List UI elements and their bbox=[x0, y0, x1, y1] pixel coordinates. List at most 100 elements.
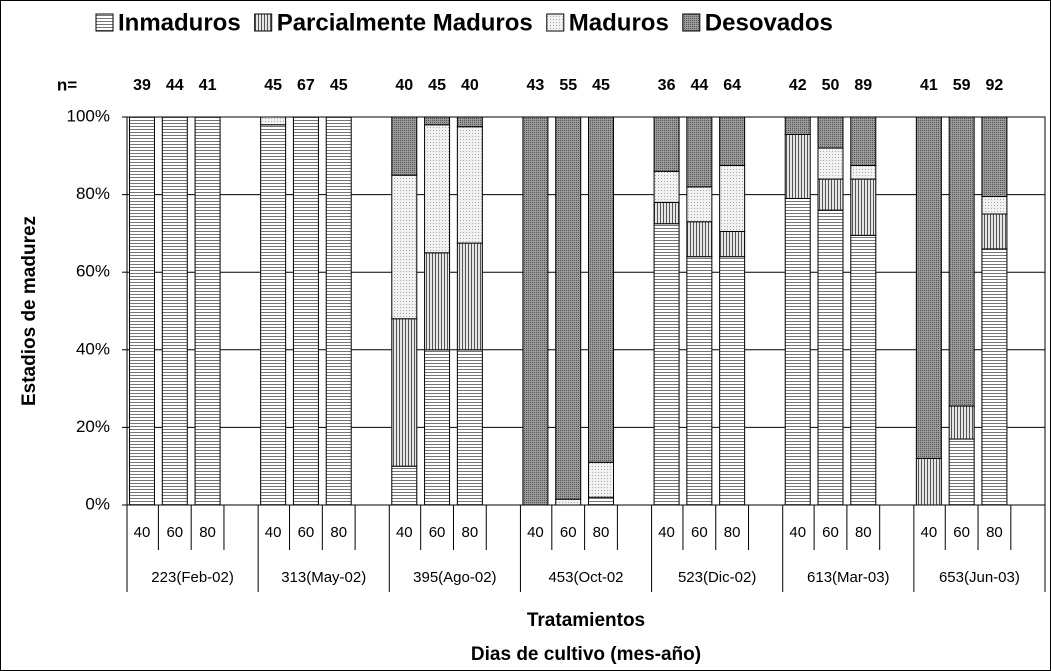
bar-segment bbox=[784, 197, 811, 506]
n-value: 42 bbox=[789, 77, 807, 94]
x-tick-label: 80 bbox=[593, 524, 610, 541]
bar-segment bbox=[850, 178, 877, 236]
n-value: 64 bbox=[723, 77, 741, 94]
bar-segment bbox=[391, 465, 418, 506]
y-tick-label: 60% bbox=[76, 262, 110, 281]
bar-segment bbox=[391, 318, 418, 467]
legend-swatch bbox=[546, 13, 565, 32]
bar-segment bbox=[424, 252, 451, 351]
bar-segment bbox=[391, 116, 418, 176]
n-value: 50 bbox=[822, 77, 840, 94]
y-tick-label: 80% bbox=[76, 184, 110, 203]
x-tick-label: 80 bbox=[855, 524, 872, 541]
x-tick-label: 80 bbox=[199, 524, 216, 541]
bar-segment bbox=[555, 116, 582, 500]
x-tick-label: 80 bbox=[986, 524, 1003, 541]
y-axis-label: Estadios de madurez bbox=[19, 216, 40, 406]
y-tick-label: 100% bbox=[67, 106, 110, 125]
x-tick-label: 60 bbox=[166, 524, 183, 541]
bar-segment bbox=[456, 116, 483, 128]
bar-segment bbox=[981, 116, 1008, 198]
x-axis-label: Dias de cultivo (mes-año) bbox=[471, 644, 701, 665]
n-value: 55 bbox=[559, 77, 577, 94]
legend-label: Parcialmente Maduros bbox=[277, 9, 533, 36]
legend-label: Desovados bbox=[705, 9, 833, 36]
x-tick-label: 40 bbox=[658, 524, 675, 541]
x-tick-label: 80 bbox=[462, 524, 479, 541]
x-tick-label: 40 bbox=[396, 524, 413, 541]
x-group-label: 395(Ago-02) bbox=[413, 569, 496, 586]
bar-segment bbox=[719, 116, 746, 166]
x-tick-label: 40 bbox=[527, 524, 544, 541]
legend-swatch bbox=[682, 13, 701, 32]
bar-segment bbox=[653, 116, 680, 172]
n-value: 40 bbox=[461, 77, 479, 94]
x-tick-label: 60 bbox=[560, 524, 577, 541]
bar-segment bbox=[588, 496, 614, 506]
bar-segment bbox=[653, 170, 680, 203]
n-value: 44 bbox=[166, 77, 184, 94]
n-value: 40 bbox=[395, 77, 413, 94]
x-tick-label: 60 bbox=[298, 524, 315, 541]
bar-segment bbox=[948, 438, 975, 506]
legend-label: Inmaduros bbox=[118, 9, 241, 36]
n-value: 45 bbox=[592, 77, 610, 94]
n-value: 44 bbox=[690, 77, 708, 94]
bar-segment bbox=[555, 498, 582, 506]
x-tick-label: 60 bbox=[691, 524, 708, 541]
bar-segment bbox=[260, 116, 287, 126]
y-tick-label: 0% bbox=[85, 494, 110, 513]
x-tick-label: 40 bbox=[789, 524, 806, 541]
x-axis-label: Tratamientos bbox=[527, 610, 645, 631]
x-tick-label: 40 bbox=[265, 524, 282, 541]
n-value: 45 bbox=[330, 77, 348, 94]
n-value: 36 bbox=[658, 77, 676, 94]
legend-label: Maduros bbox=[569, 9, 669, 36]
x-tick-label: 80 bbox=[724, 524, 741, 541]
n-value: 41 bbox=[199, 77, 217, 94]
x-group-label: 223(Feb-02) bbox=[151, 569, 234, 586]
n-value: 92 bbox=[986, 77, 1004, 94]
n-value: 89 bbox=[854, 77, 872, 94]
x-tick-label: 40 bbox=[134, 524, 151, 541]
bar-segment bbox=[456, 242, 483, 351]
bar-segment bbox=[948, 116, 975, 407]
x-tick-label: 40 bbox=[921, 524, 938, 541]
x-tick-label: 60 bbox=[429, 524, 446, 541]
bar-segment bbox=[391, 174, 418, 320]
bar-segment bbox=[686, 186, 713, 223]
bar-segment bbox=[981, 213, 1008, 250]
bar-segment bbox=[719, 256, 746, 506]
x-group-label: 453(Oct-02 bbox=[548, 569, 623, 586]
x-tick-label: 80 bbox=[330, 524, 347, 541]
x-group-label: 313(May-02) bbox=[281, 569, 366, 586]
bar-segment bbox=[784, 133, 811, 199]
bar-segment bbox=[424, 116, 451, 126]
bar-segment bbox=[850, 116, 877, 166]
bar-segment bbox=[292, 116, 319, 506]
bar-segment bbox=[260, 124, 287, 506]
x-tick-label: 60 bbox=[953, 524, 970, 541]
legend-swatch bbox=[95, 13, 114, 32]
bar-segment bbox=[915, 457, 942, 506]
x-group-label: 613(Mar-03) bbox=[807, 569, 890, 586]
x-group-label: 523(Dic-02) bbox=[678, 569, 756, 586]
n-value: 59 bbox=[953, 77, 971, 94]
bar-segment bbox=[424, 124, 451, 254]
bar-segment bbox=[719, 165, 746, 232]
n-value: 43 bbox=[527, 77, 545, 94]
n-value: 45 bbox=[428, 77, 446, 94]
bar-segment bbox=[129, 116, 155, 506]
bar-segment bbox=[719, 230, 746, 258]
n-value: 45 bbox=[264, 77, 282, 94]
bar-segment bbox=[817, 116, 844, 149]
legend-swatch bbox=[254, 13, 273, 32]
bar-segment bbox=[981, 248, 1008, 506]
x-group-label: 653(Jun-03) bbox=[939, 569, 1020, 586]
bar-segment bbox=[653, 201, 680, 225]
bar-segment bbox=[686, 221, 713, 258]
n-label: n= bbox=[57, 75, 77, 94]
y-tick-label: 20% bbox=[76, 417, 110, 436]
bar-segment bbox=[424, 349, 451, 506]
